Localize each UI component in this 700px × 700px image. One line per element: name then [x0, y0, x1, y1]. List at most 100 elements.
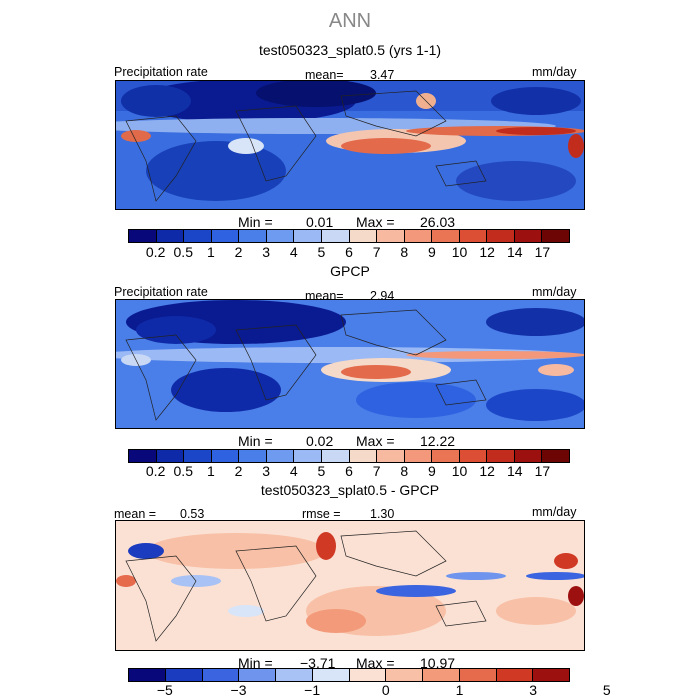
colorbar-segment	[265, 230, 294, 242]
colorbar-segment	[348, 669, 386, 681]
colorbar-segment	[348, 230, 377, 242]
colorbar-segment	[495, 669, 533, 681]
colorbar-segment	[458, 230, 487, 242]
colorbar-tick-label: 7	[372, 463, 381, 479]
colorbar-tick-label: 0.5	[173, 463, 193, 479]
colorbar-tick-label: 5	[602, 682, 611, 698]
colorbar-tick-label: 3	[529, 682, 538, 698]
panel-1-max-value: 26.03	[420, 214, 456, 230]
colorbar-tick-label: 8	[400, 244, 409, 260]
colorbar-tick-label: 2	[234, 244, 243, 260]
colorbar-segment	[403, 450, 432, 462]
colorbar-tick-label: 12	[479, 244, 495, 260]
colorbar-segment	[376, 230, 404, 242]
panel-1-variable-label: Precipitation rate	[114, 65, 208, 79]
colorbar-segment	[513, 230, 542, 242]
panel-3-rmse-label: rmse =	[302, 507, 341, 521]
panel-3-map	[115, 520, 585, 651]
panel-1-mean-value: 3.47	[370, 68, 395, 82]
colorbar-tick-label: 6	[345, 244, 353, 260]
panel-3-max-label: Max =	[356, 655, 395, 671]
colorbar-tick-label: 4	[289, 463, 298, 479]
colorbar-tick-label: 8	[400, 463, 409, 479]
colorbar-tick-label: 7	[372, 244, 381, 260]
colorbar-tick-label: 1	[206, 244, 215, 260]
colorbar-tick-label: 2	[234, 463, 243, 479]
colorbar-tick-label: 9	[427, 244, 436, 260]
panel-3-map-svg	[116, 521, 584, 650]
colorbar-segment	[210, 450, 239, 462]
colorbar-segment	[183, 230, 211, 242]
panel-3-mean-value: 0.53	[180, 507, 205, 521]
colorbar-tick-label: −1	[304, 682, 321, 698]
colorbar-segment	[183, 450, 211, 462]
panel-1-mean-label: mean=	[305, 68, 344, 82]
colorbar-tick-label: 14	[506, 244, 523, 260]
colorbar-segment	[541, 450, 569, 462]
panel-3-min-value: −3.71	[300, 655, 336, 671]
panel-3-min-label: Min =	[238, 655, 273, 671]
panel-1-min-value: 0.01	[306, 214, 334, 230]
panel-2-units: mm/day	[532, 285, 577, 299]
colorbar-segment	[129, 669, 165, 681]
colorbar-tick-label: 10	[451, 463, 468, 479]
colorbar-segment	[129, 450, 156, 462]
panel-1-units: mm/day	[532, 65, 577, 79]
panel-2-max-label: Max =	[356, 433, 395, 449]
panel-3-title: test050323_splat0.5 - GPCP	[260, 482, 440, 498]
colorbar-segment	[486, 230, 514, 242]
colorbar-tick-label: 1	[455, 682, 464, 698]
colorbar-segment	[422, 669, 459, 681]
panel-1-map	[115, 80, 585, 210]
figure-title: ANN	[328, 10, 372, 32]
colorbar-segment	[458, 450, 487, 462]
panel-1-map-svg	[116, 81, 584, 209]
panel-2-max-value: 12.22	[420, 433, 456, 449]
colorbar-tick-label: 17	[534, 244, 551, 260]
colorbar-tick-label: 0.5	[173, 244, 193, 260]
colorbar-segment	[541, 230, 569, 242]
colorbar-segment	[403, 230, 432, 242]
colorbar-segment	[238, 450, 266, 462]
colorbar-tick-label: 0.2	[145, 463, 166, 479]
colorbar-tick-label: 0.2	[145, 244, 166, 260]
colorbar-tick-label: 5	[317, 244, 326, 260]
colorbar-segment	[348, 450, 377, 462]
colorbar-segment	[513, 450, 542, 462]
panel-3-colorbar	[128, 668, 570, 682]
colorbar-segment	[431, 230, 459, 242]
colorbar-segment	[238, 230, 266, 242]
colorbar-segment	[320, 230, 349, 242]
colorbar-tick-label: 0	[381, 682, 390, 698]
colorbar-segment	[486, 450, 514, 462]
panel-3-mean-label: mean =	[114, 507, 157, 521]
panel-2-map-svg	[116, 300, 584, 428]
colorbar-segment	[265, 450, 294, 462]
panel-2-colorbar	[128, 449, 570, 463]
colorbar-segment	[164, 669, 202, 681]
panel-2-title: GPCP	[330, 263, 370, 279]
colorbar-tick-label: 12	[479, 463, 495, 479]
colorbar-tick-label: 9	[427, 463, 436, 479]
colorbar-segment	[311, 669, 349, 681]
panel-1-min-label: Min =	[238, 214, 273, 230]
panel-2-min-label: Min =	[238, 433, 273, 449]
panel-2-min-value: 0.02	[306, 433, 334, 449]
colorbar-tick-label: 3	[262, 463, 271, 479]
colorbar-segment	[458, 669, 496, 681]
colorbar-segment	[155, 230, 184, 242]
colorbar-segment	[210, 230, 239, 242]
colorbar-segment	[532, 669, 569, 681]
panel-1-max-label: Max =	[356, 214, 395, 230]
colorbar-segment	[293, 450, 321, 462]
colorbar-segment	[238, 669, 275, 681]
colorbar-tick-label: 17	[534, 463, 551, 479]
panel-3-units: mm/day	[532, 505, 577, 519]
panel-3-max-value: 10.97	[420, 655, 456, 671]
colorbar-segment	[431, 450, 459, 462]
colorbar-segment	[320, 450, 349, 462]
colorbar-tick-label: 1	[206, 463, 215, 479]
colorbar-tick-label: 14	[506, 463, 523, 479]
colorbar-tick-label: −5	[156, 682, 173, 698]
colorbar-segment	[201, 669, 239, 681]
